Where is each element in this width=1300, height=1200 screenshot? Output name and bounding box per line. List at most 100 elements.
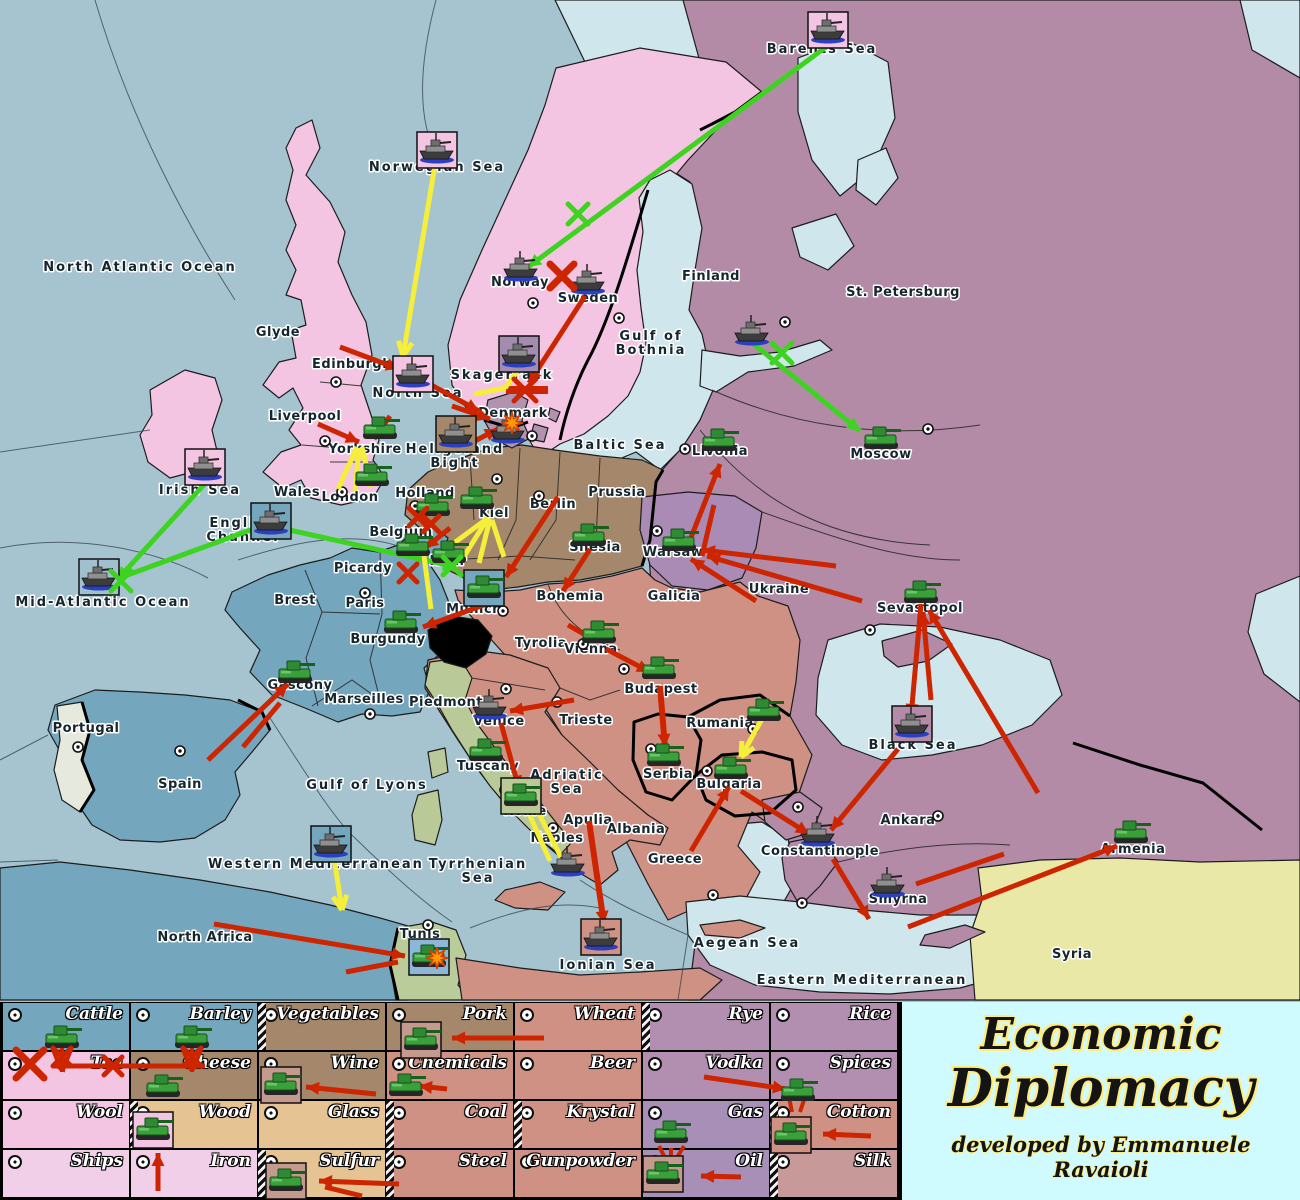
move-arrow-red xyxy=(422,599,493,630)
fleet-unit-black-sea[interactable] xyxy=(891,705,933,743)
region-label-tyrolia: Tyrolia xyxy=(513,635,568,653)
commodity-name: Cheese xyxy=(183,1053,251,1073)
move-arrow-green xyxy=(748,339,862,433)
fleet-unit-heligoland-bight[interactable] xyxy=(435,415,477,453)
commodity-cell-wine[interactable]: Wine xyxy=(258,1051,386,1100)
army-unit-kiel[interactable] xyxy=(460,486,497,509)
army-unit-armenia[interactable] xyxy=(1114,820,1151,843)
army-unit-moscow[interactable] xyxy=(864,426,901,449)
move-arrow-red xyxy=(926,608,1041,795)
commodity-cell-oil[interactable]: Oil xyxy=(642,1149,770,1198)
land-region xyxy=(677,821,796,926)
commodity-cell-pork[interactable]: Pork xyxy=(386,1002,514,1051)
army-unit-yorkshire[interactable] xyxy=(363,416,400,439)
region-label-ankara: Ankara xyxy=(879,812,936,830)
commodity-cell-cattle[interactable]: Cattle xyxy=(2,1002,130,1051)
fleet-unit-barents-sea[interactable] xyxy=(807,11,849,49)
commodity-cell-spices[interactable]: Spices xyxy=(770,1051,898,1100)
fleet-unit-western-mediterranean[interactable] xyxy=(310,825,352,863)
land-region xyxy=(494,881,566,911)
region-label-budapest: Budapest xyxy=(623,681,699,699)
move-arrow-red xyxy=(739,788,811,837)
fleet-unit-gulf-of-bothnia[interactable] xyxy=(734,315,769,346)
commodity-name: Cotton xyxy=(826,1102,891,1122)
army-unit-tuscany[interactable] xyxy=(469,738,506,761)
fleet-unit-sweden[interactable] xyxy=(570,264,605,295)
sea-boundary-line xyxy=(579,879,689,936)
commodity-cell-gas[interactable]: Gas xyxy=(642,1100,770,1149)
svg-text:London: London xyxy=(322,490,379,505)
army-unit-gascony[interactable] xyxy=(278,660,315,683)
army-unit-vienna[interactable] xyxy=(582,620,619,643)
commodity-cell-vodka[interactable]: Vodka xyxy=(642,1051,770,1100)
army-unit-livonia[interactable] xyxy=(702,428,739,451)
army-unit-warsaw[interactable] xyxy=(662,528,699,551)
army-unit-holland[interactable] xyxy=(416,493,453,516)
commodity-cell-wheat[interactable]: Wheat xyxy=(514,1002,642,1051)
army-unit-rumania[interactable] xyxy=(747,698,784,721)
army-unit-ruhr[interactable] xyxy=(432,540,469,563)
fleet-unit-denmark[interactable] xyxy=(490,413,525,444)
commodity-cell-coal[interactable]: Coal xyxy=(386,1100,514,1149)
army-unit-silesia[interactable] xyxy=(572,523,609,546)
fleet-unit-english-channel[interactable] xyxy=(250,502,292,540)
army-unit-munich[interactable] xyxy=(463,569,505,607)
army-unit-london[interactable] xyxy=(355,463,392,486)
commodity-cell-iron[interactable]: Iron xyxy=(130,1149,258,1198)
commodity-cell-silk[interactable]: Silk xyxy=(770,1149,898,1198)
svg-text:Marseilles: Marseilles xyxy=(324,692,404,707)
army-unit-serbia[interactable] xyxy=(647,743,684,766)
commodity-cell-rice[interactable]: Rice xyxy=(770,1002,898,1051)
fleet-unit-norway[interactable] xyxy=(503,251,538,282)
fleet-unit-norwegian-sea[interactable] xyxy=(416,131,458,169)
commodity-cell-gunpowder[interactable]: Gunpowder xyxy=(514,1149,642,1198)
fleet-unit-irish-sea[interactable] xyxy=(184,448,226,486)
region-label-naples: Naples xyxy=(529,830,584,848)
fleet-unit-skagerrack[interactable] xyxy=(498,335,540,373)
move-arrow-red xyxy=(604,646,652,675)
commodity-cell-rye[interactable]: Rye xyxy=(642,1002,770,1051)
fleet-unit-north-sea[interactable] xyxy=(392,355,434,393)
commodity-dot xyxy=(520,1057,534,1071)
sea-boundary-line xyxy=(0,859,59,863)
commodity-cell-sulfur[interactable]: Sulfur xyxy=(258,1149,386,1198)
commodity-cell-vegetables[interactable]: Vegetables xyxy=(258,1002,386,1051)
army-unit-belgium[interactable] xyxy=(396,533,433,556)
fleet-unit-smyrna[interactable] xyxy=(870,867,905,898)
commodity-cell-barley[interactable]: Barley xyxy=(130,1002,258,1051)
army-unit-burgundy[interactable] xyxy=(384,610,421,633)
fleet-unit-tyrrhenian-sea[interactable] xyxy=(550,846,585,877)
region-label-tunis: Tunis xyxy=(398,926,441,944)
commodity-cell-steel[interactable]: Steel xyxy=(386,1149,514,1198)
hatch-divider xyxy=(770,1101,778,1148)
fleet-unit-ionian-sea[interactable] xyxy=(580,918,622,956)
fleet-unit-mid-atlantic-ocean[interactable] xyxy=(78,558,120,596)
army-unit-bulgaria[interactable] xyxy=(714,756,751,779)
army-unit-tunis[interactable] xyxy=(408,938,450,976)
commodity-cell-glass[interactable]: Glass xyxy=(258,1100,386,1149)
region-label-bulgaria: Bulgaria xyxy=(695,776,763,794)
commodity-cell-krystal[interactable]: Krystal xyxy=(514,1100,642,1149)
commodity-cell-cheese[interactable]: Cheese xyxy=(130,1051,258,1100)
svg-text:Sweden: Sweden xyxy=(558,291,619,306)
fleet-unit-constantinople[interactable] xyxy=(800,816,835,847)
commodity-name: Wood xyxy=(198,1102,251,1122)
sea-label-skagerrack: Skagerrack xyxy=(449,367,553,385)
region-label-ukraine: Ukraine xyxy=(747,581,810,599)
commodity-cell-ships[interactable]: Ships xyxy=(2,1149,130,1198)
commodity-cell-chemicals[interactable]: Chemicals xyxy=(386,1051,514,1100)
army-unit-sevastopol[interactable] xyxy=(904,580,941,603)
army-unit-budapest[interactable] xyxy=(642,656,679,679)
commodity-cell-wood[interactable]: Wood xyxy=(130,1100,258,1149)
svg-text:Tyrrhenian: Tyrrhenian xyxy=(429,857,527,872)
sea-label-western-mediterranean: Western Mediterranean xyxy=(207,856,424,874)
fleet-unit-venice[interactable] xyxy=(472,689,507,720)
national-border xyxy=(640,469,665,567)
commodity-cell-tea[interactable]: Tea xyxy=(2,1051,130,1100)
army-unit-rome[interactable] xyxy=(500,777,542,815)
region-label-smyrna: Smyrna xyxy=(867,891,928,909)
commodity-cell-beer[interactable]: Beer xyxy=(514,1051,642,1100)
commodity-name: Gunpowder xyxy=(526,1151,635,1171)
commodity-cell-wool[interactable]: Wool xyxy=(2,1100,130,1149)
commodity-cell-cotton[interactable]: Cotton xyxy=(770,1100,898,1149)
